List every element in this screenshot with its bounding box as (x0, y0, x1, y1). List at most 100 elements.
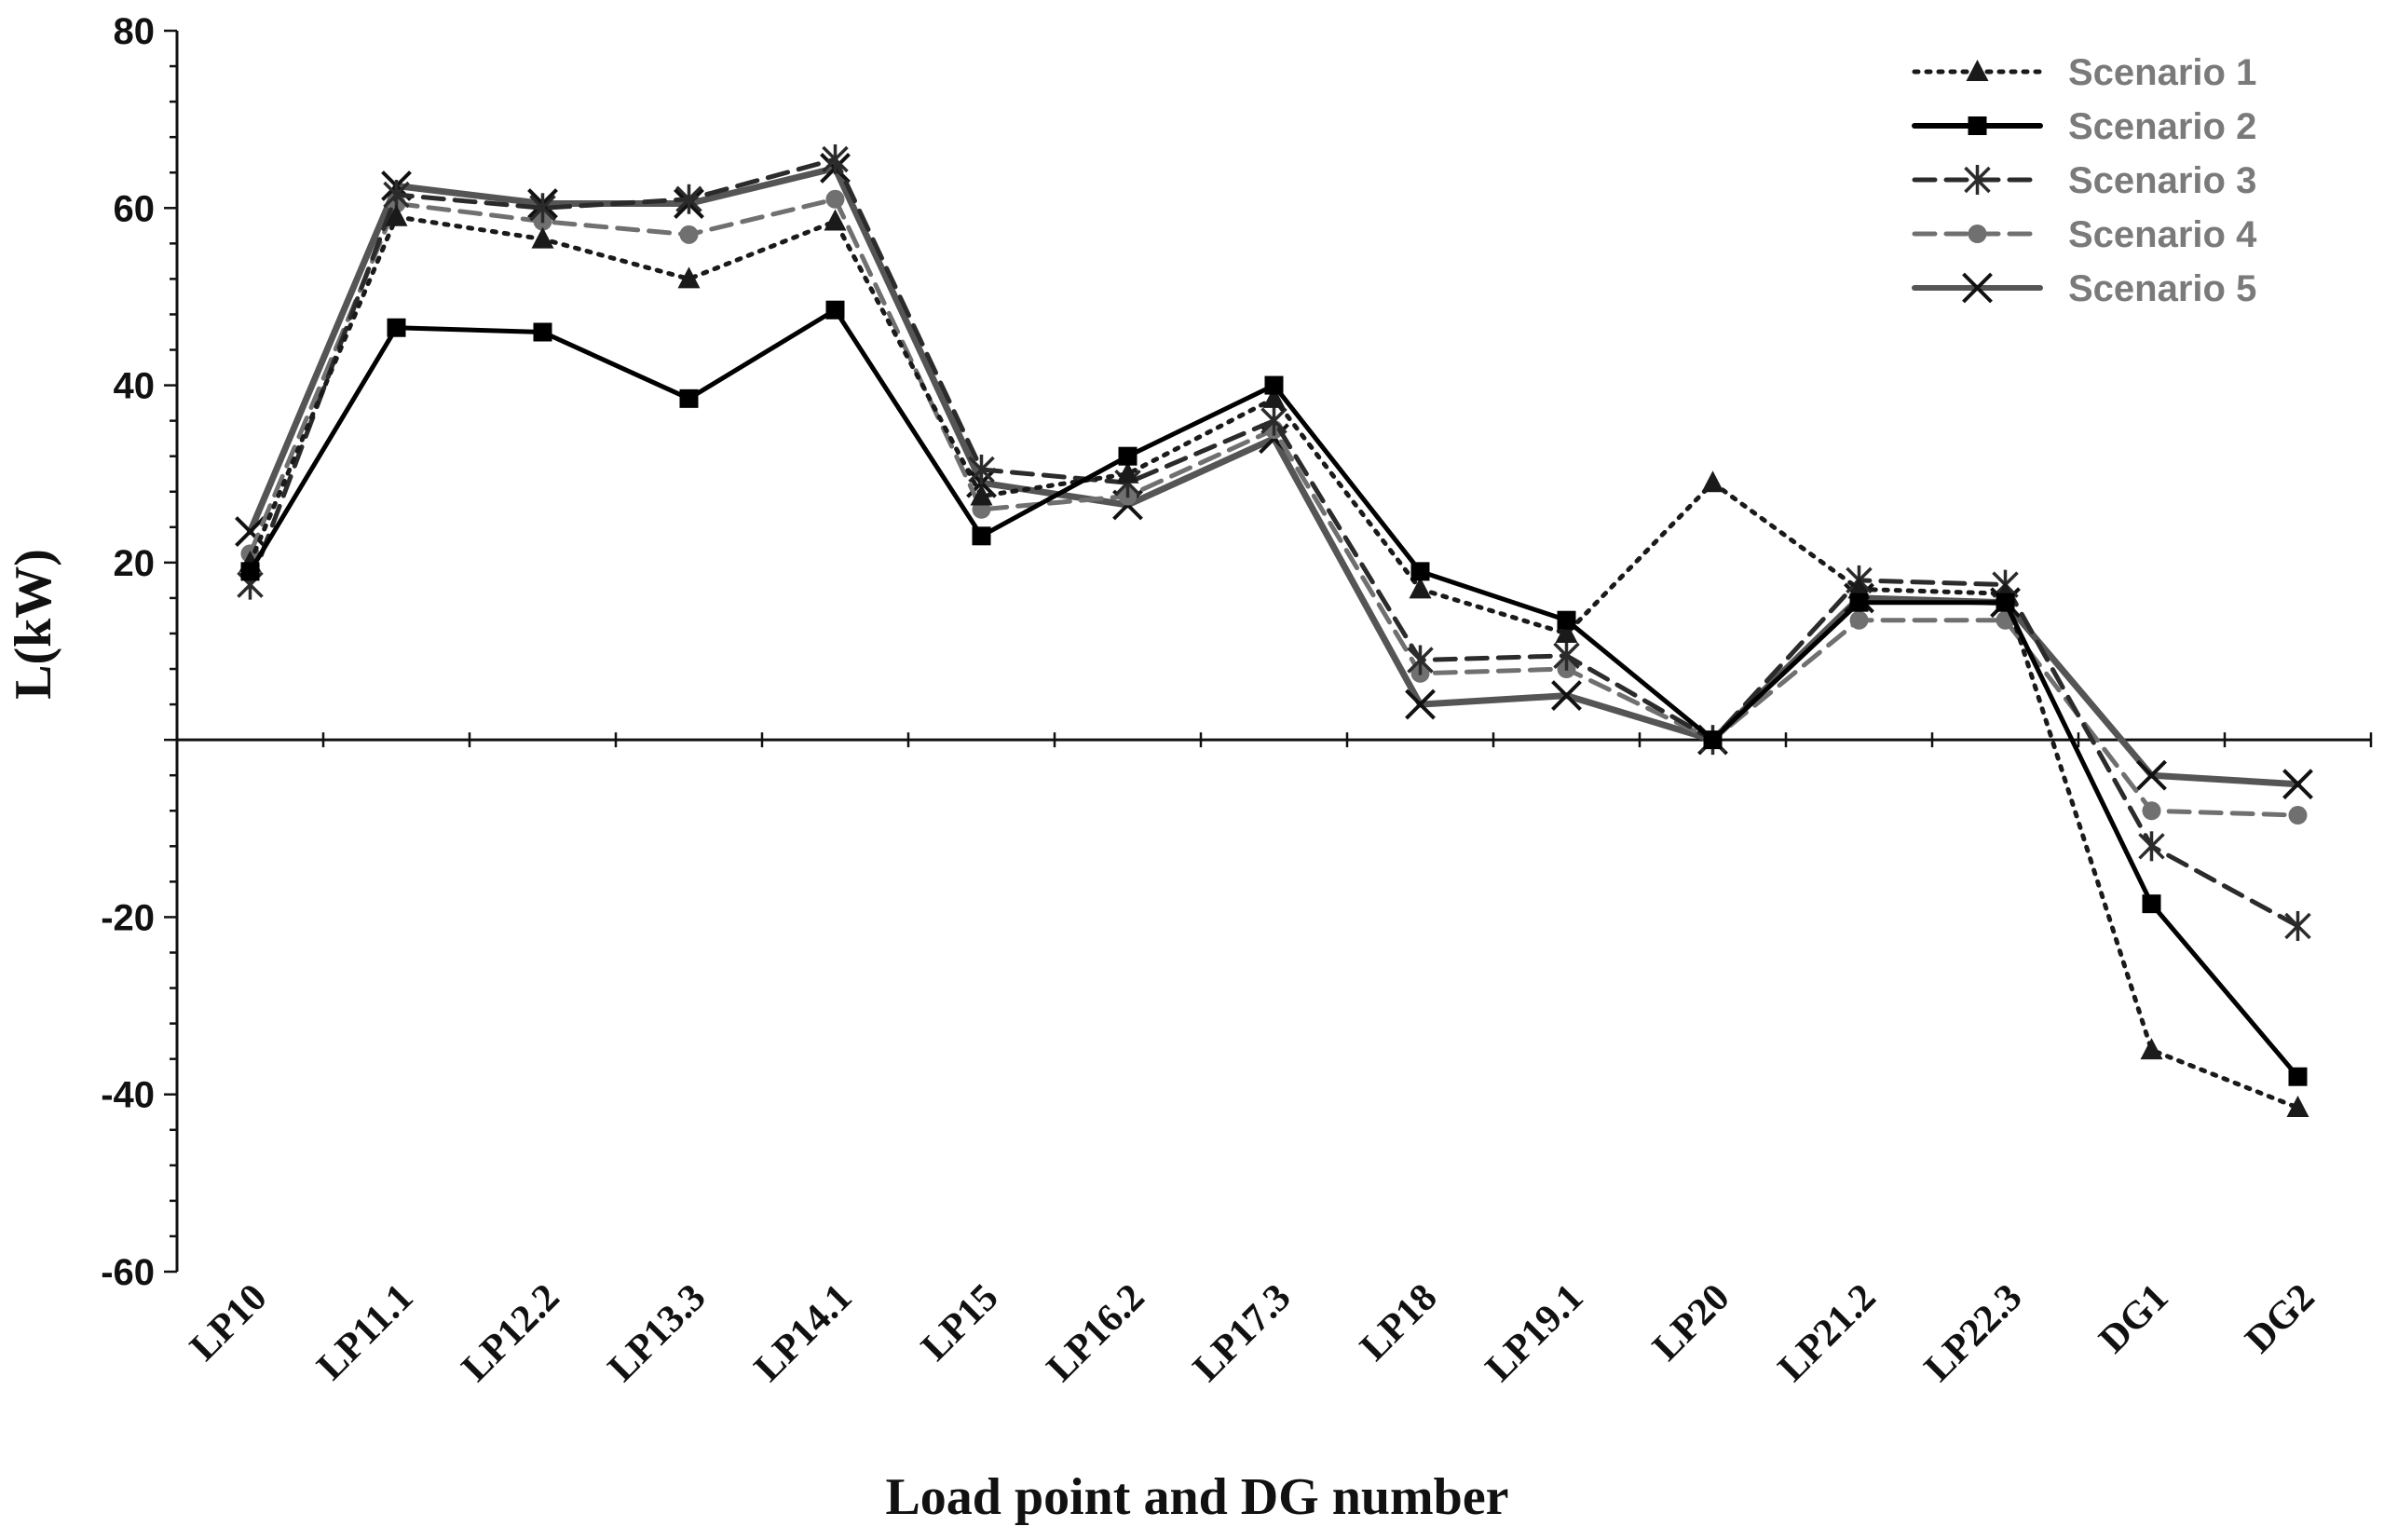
triangle-marker (677, 266, 701, 289)
x-tick-label: LP16.2 (1039, 1276, 1152, 1390)
triangle-marker (1116, 461, 1139, 484)
x-tick-label: LP12.2 (454, 1276, 567, 1390)
triangle-marker (2286, 1095, 2309, 1117)
x-marker-stroke (1962, 272, 1993, 304)
y-axis-title: L(kW) (5, 549, 62, 700)
x-tick-label: DG2 (2238, 1276, 2323, 1362)
series-line (248, 214, 2300, 1111)
triangle-marker (1555, 620, 1578, 643)
circle-marker (825, 189, 845, 209)
x-tick-label: LP19.1 (1478, 1276, 1591, 1390)
square-marker (1118, 446, 1138, 466)
legend-item: Scenario 1 (1912, 52, 2256, 93)
x-tick-label: LP22.3 (1916, 1276, 2030, 1390)
x-marker-stroke (1405, 688, 1436, 720)
x-marker-stroke (1551, 680, 1582, 711)
square-marker (240, 562, 260, 581)
square-marker (1264, 375, 1284, 395)
x-marker (2136, 759, 2167, 791)
asterisk-marker (968, 454, 995, 484)
x-tick-label: LP13.3 (600, 1276, 714, 1390)
series-layer (235, 143, 2313, 1117)
asterisk-marker (2284, 910, 2311, 941)
triangle-marker (531, 226, 554, 249)
x-tick-label: LP14.1 (746, 1276, 860, 1390)
x-tick-label: LP20 (1644, 1276, 1737, 1370)
series-line (248, 197, 2300, 818)
y-tick-label: 60 (114, 188, 156, 229)
legend-item: Scenario 3 (1912, 160, 2256, 201)
legend-label: Scenario 5 (2068, 268, 2256, 309)
triangle-marker (1701, 470, 1724, 493)
legend-item: Scenario 4 (1912, 214, 2257, 255)
y-tick-label: -60 (101, 1252, 155, 1293)
series-1 (238, 204, 2309, 1117)
triangle-marker (970, 484, 993, 506)
x-axis-title: Load point and DG number (885, 1468, 1508, 1526)
x-marker-stroke (2282, 769, 2313, 800)
square-marker (679, 388, 699, 408)
asterisk-marker (1407, 645, 1434, 675)
square-marker (1557, 610, 1576, 630)
asterisk-marker (675, 184, 702, 214)
square-marker (1849, 593, 1869, 612)
square-marker (972, 526, 991, 546)
x-tick-label: LP18 (1352, 1276, 1445, 1370)
circle-marker (2288, 806, 2308, 825)
legend-label: Scenario 4 (2068, 214, 2257, 255)
y-tick-label: 80 (114, 11, 156, 52)
series-3 (237, 143, 2311, 941)
y-tick-label: 20 (114, 543, 156, 584)
legend-item: Scenario 2 (1912, 106, 2256, 147)
x-tick-label: LP11.1 (309, 1276, 422, 1389)
square-marker (1410, 562, 1430, 581)
triangle-marker (385, 204, 408, 226)
asterisk-marker (529, 193, 556, 224)
triangle-marker (1262, 386, 1286, 408)
triangle-marker (2140, 1038, 2163, 1060)
square-marker (1703, 730, 1723, 750)
square-marker (825, 300, 845, 320)
x-marker-stroke (2136, 759, 2167, 791)
legend-label: Scenario 2 (2068, 106, 2256, 147)
x-tick-label: LP10 (182, 1276, 275, 1370)
series-2 (240, 300, 2308, 1086)
triangle-marker (1847, 577, 1871, 599)
asterisk-marker (1964, 165, 1991, 195)
asterisk-marker (1260, 405, 1287, 436)
y-tick-label: 40 (114, 366, 156, 407)
asterisk-marker (383, 180, 410, 211)
y-tick-label: -20 (101, 897, 155, 938)
x-marker (2282, 769, 2313, 800)
x-marker (1962, 272, 1993, 304)
axes: -60 -40 -20 20 40 60 80 LP10 LP11.1 LP12.2 LP13.3 L… (101, 11, 2373, 1390)
x-tick-label: DG1 (2091, 1276, 2177, 1362)
asterisk-marker (2138, 831, 2165, 862)
series-5 (235, 153, 2313, 800)
square-marker (1996, 593, 2015, 612)
circle-marker (1849, 610, 1869, 630)
series-line (247, 165, 2301, 788)
x-tick-label: LP21.2 (1770, 1276, 1884, 1390)
triangle-marker (1966, 60, 1989, 81)
legend-item: Scenario 5 (1912, 268, 2256, 309)
circle-marker (2142, 801, 2161, 821)
asterisk-marker (822, 143, 849, 174)
circle-marker (1968, 225, 1987, 243)
series-4 (240, 189, 2308, 825)
circle-marker (679, 225, 699, 244)
x-marker (1551, 680, 1582, 711)
x-marker (1405, 688, 1436, 720)
asterisk-marker (1553, 640, 1580, 671)
square-marker (387, 318, 406, 337)
legend: Scenario 1 Scenario 2 Scenario 3 Scenario 4… (1912, 52, 2257, 309)
triangle-marker (824, 209, 847, 231)
x-tick-label: LP17.3 (1185, 1276, 1299, 1390)
x-marker-stroke (235, 516, 266, 547)
legend-label: Scenario 3 (2068, 160, 2256, 201)
triangle-marker (1409, 577, 1432, 599)
square-marker (533, 322, 552, 342)
y-tick-label: -40 (101, 1075, 155, 1116)
square-marker (1968, 116, 1987, 135)
